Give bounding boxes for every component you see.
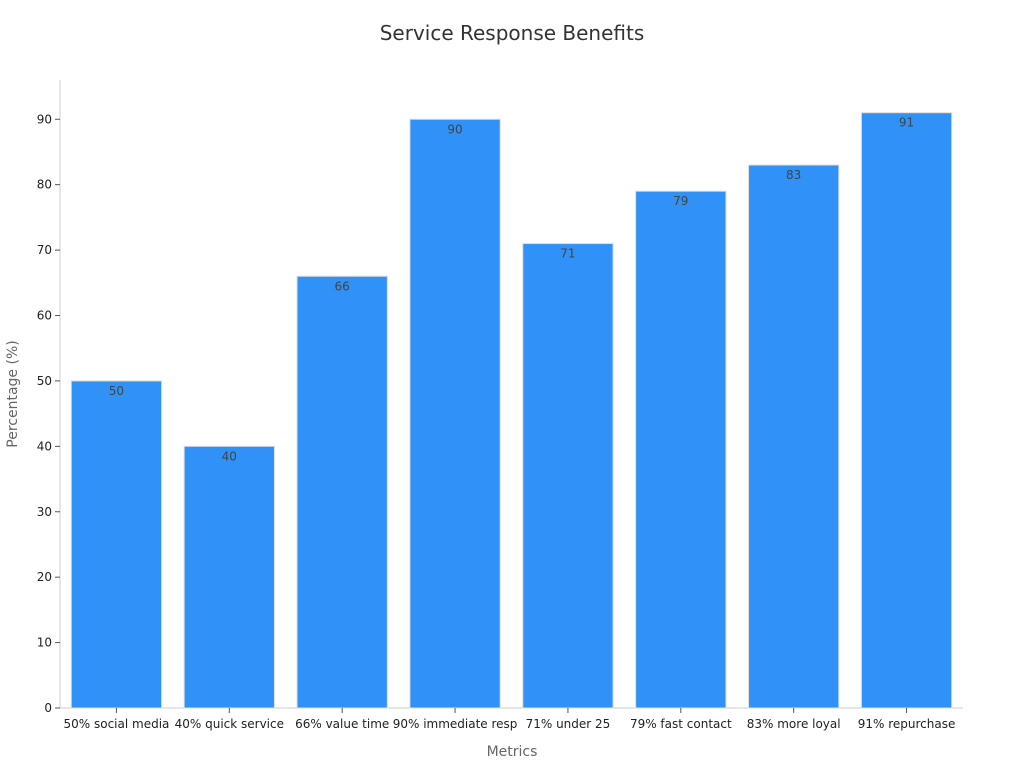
y-tick-label: 10 [37,636,52,650]
bar-value-label: 90 [447,122,462,136]
x-tick-label: 83% more loyal [747,717,841,731]
x-axis-label: Metrics [487,744,538,760]
bar-value-label: 91 [899,116,914,130]
x-tick-label: 79% fast contact [630,717,732,731]
bar-value-label: 83 [786,168,801,182]
y-tick-label: 70 [37,243,52,257]
y-tick-label: 30 [37,505,52,519]
bar [183,445,275,709]
y-tick-label: 60 [37,309,52,323]
y-axis-label: Percentage (%) [5,340,21,447]
y-tick-label: 50 [37,374,52,388]
x-tick-label: 50% social media [63,717,169,731]
bar [522,243,614,709]
bar [409,118,501,709]
bar-value-labels: 50 40 66 90 71 79 83 91 [109,116,914,464]
bar [70,380,163,709]
bar [296,275,388,709]
bar-value-label: 50 [109,384,124,398]
bar-value-label: 40 [222,449,237,463]
bars [70,112,953,709]
x-tick-label: 90% immediate resp [393,717,518,731]
y-tick-label: 80 [37,178,52,192]
x-tick-label: 40% quick service [175,717,284,731]
x-tick-label: 66% value time [295,717,389,731]
y-tick-labels: 0 10 20 30 40 50 60 70 80 90 [37,112,60,715]
y-tick-label: 0 [44,701,52,715]
y-tick-label: 40 [37,439,52,453]
y-tick-label: 20 [37,570,52,584]
bar-value-label: 79 [673,194,688,208]
chart-title: Service Response Benefits [380,21,645,45]
bar [748,164,840,709]
bar-value-label: 66 [335,279,350,293]
x-tick-labels: 50% social media 40% quick service 66% val… [63,708,955,731]
bar [860,112,953,709]
bar [635,190,727,709]
x-tick-label: 71% under 25 [526,717,611,731]
y-tick-label: 90 [37,112,52,126]
bar-value-label: 71 [560,247,575,261]
x-tick-label: 91% repurchase [858,717,956,731]
